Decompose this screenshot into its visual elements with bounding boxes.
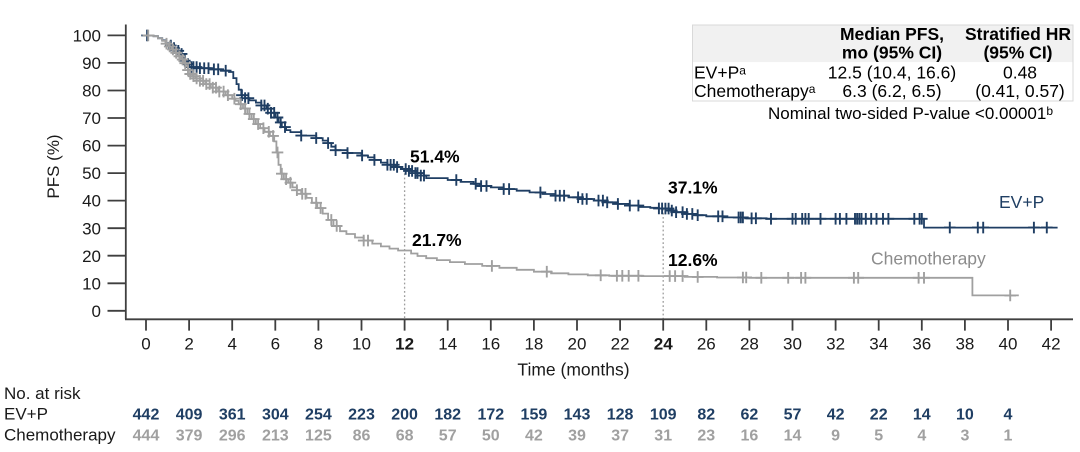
- svg-text:5: 5: [874, 428, 883, 445]
- svg-text:6.3 (6.2, 6.5): 6.3 (6.2, 6.5): [842, 81, 941, 101]
- svg-text:223: 223: [348, 407, 375, 424]
- svg-text:14: 14: [913, 407, 931, 424]
- svg-text:8: 8: [314, 335, 323, 354]
- svg-text:37.1%: 37.1%: [668, 178, 718, 198]
- svg-text:50: 50: [82, 164, 101, 183]
- svg-text:0: 0: [92, 302, 101, 321]
- svg-text:444: 444: [133, 428, 160, 445]
- svg-text:(95% CI): (95% CI): [983, 43, 1052, 63]
- svg-text:No. at risk: No. at risk: [4, 384, 81, 403]
- svg-text:39: 39: [568, 428, 586, 445]
- svg-text:21.7%: 21.7%: [412, 230, 462, 250]
- svg-text:12.5 (10.4, 16.6): 12.5 (10.4, 16.6): [828, 63, 956, 83]
- svg-text:200: 200: [391, 407, 418, 424]
- svg-text:mo (95% CI): mo (95% CI): [842, 43, 942, 63]
- svg-text:68: 68: [396, 428, 414, 445]
- svg-text:28: 28: [740, 335, 759, 354]
- svg-text:14: 14: [438, 335, 457, 354]
- svg-text:20: 20: [568, 335, 587, 354]
- svg-text:296: 296: [219, 428, 246, 445]
- svg-text:40: 40: [82, 192, 101, 211]
- svg-text:254: 254: [305, 407, 332, 424]
- svg-text:442: 442: [133, 407, 160, 424]
- svg-text:42: 42: [1042, 335, 1061, 354]
- svg-text:26: 26: [697, 335, 716, 354]
- svg-text:109: 109: [650, 407, 677, 424]
- svg-text:9: 9: [831, 428, 840, 445]
- svg-text:32: 32: [826, 335, 845, 354]
- svg-text:182: 182: [434, 407, 461, 424]
- svg-text:304: 304: [262, 407, 289, 424]
- svg-text:24: 24: [654, 335, 673, 354]
- svg-text:100: 100: [73, 27, 101, 46]
- svg-text:12: 12: [395, 335, 414, 354]
- svg-text:36: 36: [912, 335, 931, 354]
- svg-text:409: 409: [176, 407, 203, 424]
- svg-text:4: 4: [917, 428, 926, 445]
- svg-text:51.4%: 51.4%: [410, 147, 460, 167]
- svg-text:23: 23: [697, 428, 715, 445]
- svg-text:22: 22: [611, 335, 630, 354]
- svg-text:361: 361: [219, 407, 246, 424]
- svg-text:EV+P: EV+P: [4, 405, 48, 424]
- svg-text:10: 10: [352, 335, 371, 354]
- svg-text:Stratified HR: Stratified HR: [965, 24, 1071, 44]
- svg-text:125: 125: [305, 428, 332, 445]
- svg-text:172: 172: [477, 407, 504, 424]
- svg-text:42: 42: [827, 407, 845, 424]
- svg-text:Chemotherapy: Chemotherapy: [4, 426, 116, 445]
- svg-text:6: 6: [271, 335, 280, 354]
- svg-text:82: 82: [697, 407, 715, 424]
- svg-text:0: 0: [141, 335, 150, 354]
- svg-text:Chemotherapy: Chemotherapy: [871, 249, 986, 269]
- svg-text:37: 37: [611, 428, 629, 445]
- svg-text:Time (months): Time (months): [517, 360, 629, 380]
- svg-text:31: 31: [654, 428, 672, 445]
- svg-text:38: 38: [955, 335, 974, 354]
- svg-text:PFS (%): PFS (%): [44, 134, 63, 198]
- svg-text:213: 213: [262, 428, 289, 445]
- svg-text:EV+Pa: EV+Pa: [694, 63, 746, 83]
- svg-text:Chemotherapya: Chemotherapya: [694, 81, 816, 101]
- svg-text:(0.41, 0.57): (0.41, 0.57): [975, 81, 1065, 101]
- svg-text:90: 90: [82, 54, 101, 73]
- svg-text:10: 10: [956, 407, 974, 424]
- svg-text:30: 30: [783, 335, 802, 354]
- svg-text:EV+P: EV+P: [999, 192, 1044, 212]
- svg-text:379: 379: [176, 428, 203, 445]
- svg-text:16: 16: [481, 335, 500, 354]
- svg-text:57: 57: [784, 407, 802, 424]
- svg-text:4: 4: [227, 335, 236, 354]
- svg-text:18: 18: [524, 335, 543, 354]
- svg-text:Nominal two-sided P-value <0.0: Nominal two-sided P-value <0.00001b: [768, 104, 1053, 123]
- svg-text:57: 57: [439, 428, 457, 445]
- svg-text:159: 159: [521, 407, 548, 424]
- svg-text:128: 128: [607, 407, 634, 424]
- svg-text:1: 1: [1004, 428, 1013, 445]
- svg-text:30: 30: [82, 219, 101, 238]
- svg-text:22: 22: [870, 407, 888, 424]
- svg-text:2: 2: [184, 335, 193, 354]
- svg-text:50: 50: [482, 428, 500, 445]
- svg-text:42: 42: [525, 428, 543, 445]
- svg-text:86: 86: [353, 428, 371, 445]
- svg-text:3: 3: [960, 428, 969, 445]
- svg-text:4: 4: [1004, 407, 1013, 424]
- svg-text:16: 16: [741, 428, 759, 445]
- svg-text:34: 34: [869, 335, 888, 354]
- svg-text:143: 143: [564, 407, 591, 424]
- svg-text:40: 40: [999, 335, 1018, 354]
- svg-text:10: 10: [82, 274, 101, 293]
- svg-text:70: 70: [82, 109, 101, 128]
- svg-text:14: 14: [784, 428, 802, 445]
- svg-text:0.48: 0.48: [1003, 63, 1037, 83]
- svg-text:Median PFS,: Median PFS,: [840, 24, 944, 44]
- svg-text:20: 20: [82, 247, 101, 266]
- svg-text:12.6%: 12.6%: [668, 250, 718, 270]
- svg-text:80: 80: [82, 82, 101, 101]
- svg-text:60: 60: [82, 137, 101, 156]
- svg-text:62: 62: [741, 407, 759, 424]
